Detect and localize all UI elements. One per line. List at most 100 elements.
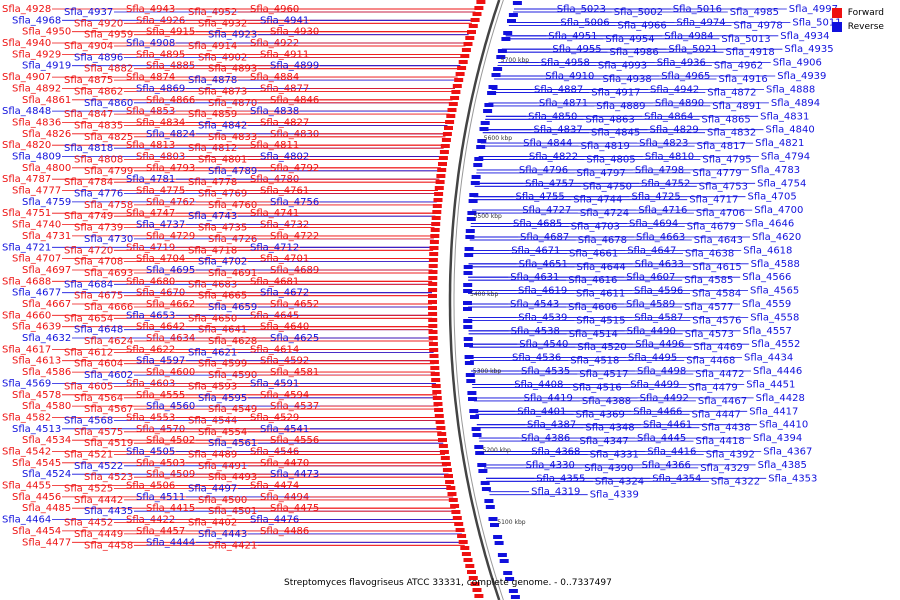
gene-label[interactable]: Sfla_4846 <box>270 95 319 106</box>
gene-label[interactable]: Sfla_4523 <box>84 472 133 483</box>
gene-label[interactable]: Sfla_4853 <box>126 106 175 117</box>
gene-label[interactable]: Sfla_4495 <box>628 353 677 364</box>
gene-label[interactable]: Sfla_4617 <box>2 344 51 355</box>
gene-label[interactable]: Sfla_4688 <box>2 276 51 287</box>
gene-label[interactable]: Sfla_4810 <box>645 152 694 163</box>
gene-label[interactable]: Sfla_4535 <box>521 366 570 377</box>
gene-label[interactable]: Sfla_4802 <box>260 152 309 163</box>
gene-label[interactable]: Sfla_4716 <box>638 205 687 216</box>
gene-label[interactable]: Sfla_4355 <box>536 473 585 484</box>
gene-label[interactable]: Sfla_4726 <box>208 234 257 245</box>
gene-label[interactable]: Sfla_4708 <box>74 257 123 268</box>
gene-label[interactable]: Sfla_4724 <box>580 208 629 219</box>
gene-label[interactable]: Sfla_4354 <box>652 473 701 484</box>
gene-label[interactable]: Sfla_4520 <box>577 342 626 353</box>
gene-label[interactable]: Sfla_4593 <box>188 381 237 392</box>
gene-label[interactable]: Sfla_4796 <box>519 165 568 176</box>
gene-label[interactable]: Sfla_4888 <box>766 85 815 96</box>
gene-label[interactable]: Sfla_5013 <box>721 34 770 45</box>
gene-label[interactable]: Sfla_4769 <box>198 189 247 200</box>
gene-label[interactable]: Sfla_4546 <box>250 447 299 458</box>
gene-label[interactable]: Sfla_4756 <box>270 197 319 208</box>
gene-label[interactable]: Sfla_4735 <box>198 223 247 234</box>
gene-label[interactable]: Sfla_4549 <box>208 404 257 415</box>
gene-label[interactable]: Sfla_4514 <box>569 329 618 340</box>
gene-label[interactable]: Sfla_4809 <box>12 152 61 163</box>
gene-label[interactable]: Sfla_4744 <box>573 195 622 206</box>
gene-label[interactable]: Sfla_4489 <box>188 450 237 461</box>
gene-label[interactable]: Sfla_4952 <box>188 7 237 18</box>
gene-label[interactable]: Sfla_4322 <box>711 476 760 487</box>
gene-label[interactable]: Sfla_4930 <box>270 27 319 38</box>
gene-label[interactable]: Sfla_4910 <box>545 71 594 82</box>
gene-label[interactable]: Sfla_4470 <box>260 458 309 469</box>
gene-label[interactable]: Sfla_4502 <box>146 435 195 446</box>
gene-label[interactable]: Sfla_4595 <box>198 393 247 404</box>
gene-label[interactable]: Sfla_4869 <box>136 83 185 94</box>
gene-label[interactable]: Sfla_4727 <box>522 205 571 216</box>
gene-label[interactable]: Sfla_4777 <box>12 186 61 197</box>
gene-label[interactable]: Sfla_4506 <box>126 481 175 492</box>
gene-label[interactable]: Sfla_4919 <box>22 61 71 72</box>
gene-label[interactable]: Sfla_4671 <box>511 245 560 256</box>
gene-label[interactable]: Sfla_4653 <box>126 310 175 321</box>
gene-label[interactable]: Sfla_4955 <box>552 44 601 55</box>
gene-label[interactable]: Sfla_4536 <box>512 353 561 364</box>
gene-label[interactable]: Sfla_4622 <box>126 344 175 355</box>
gene-label[interactable]: Sfla_4525 <box>64 484 113 495</box>
gene-label[interactable]: Sfla_4505 <box>126 447 175 458</box>
gene-label[interactable]: Sfla_4529 <box>250 413 299 424</box>
gene-label[interactable]: Sfla_4582 <box>2 413 51 424</box>
gene-label[interactable]: Sfla_4651 <box>519 259 568 270</box>
gene-label[interactable]: Sfla_4848 <box>2 106 51 117</box>
gene-label[interactable]: Sfla_4602 <box>84 370 133 381</box>
gene-label[interactable]: Sfla_4521 <box>64 450 113 461</box>
gene-label[interactable]: Sfla_4801 <box>198 155 247 166</box>
gene-label[interactable]: Sfla_4694 <box>629 219 678 230</box>
gene-label[interactable]: Sfla_4984 <box>664 31 713 42</box>
gene-label[interactable]: Sfla_4895 <box>136 49 185 60</box>
gene-label[interactable]: Sfla_4522 <box>74 461 123 472</box>
gene-label[interactable]: Sfla_4871 <box>539 98 588 109</box>
gene-label[interactable]: Sfla_4939 <box>777 71 826 82</box>
gene-label[interactable]: Sfla_4889 <box>596 101 645 112</box>
gene-label[interactable]: Sfla_4832 <box>707 128 756 139</box>
gene-label[interactable]: Sfla_4386 <box>521 433 570 444</box>
gene-label[interactable]: Sfla_4614 <box>250 344 299 355</box>
gene-label[interactable]: Sfla_4798 <box>635 165 684 176</box>
gene-label[interactable]: Sfla_4600 <box>146 367 195 378</box>
gene-label[interactable]: Sfla_4943 <box>126 4 175 15</box>
gene-label[interactable]: Sfla_4918 <box>726 47 775 58</box>
gene-label[interactable]: Sfla_4891 <box>712 101 761 112</box>
gene-label[interactable]: Sfla_4747 <box>126 208 175 219</box>
gene-label[interactable]: Sfla_4616 <box>568 275 617 286</box>
gene-label[interactable]: Sfla_4501 <box>208 506 257 517</box>
gene-label[interactable]: Sfla_4493 <box>208 472 257 483</box>
gene-label[interactable]: Sfla_4741 <box>250 208 299 219</box>
gene-label[interactable]: Sfla_4850 <box>528 111 577 122</box>
gene-label[interactable]: Sfla_4353 <box>768 473 817 484</box>
gene-label[interactable]: Sfla_4940 <box>2 38 51 49</box>
gene-label[interactable]: Sfla_4784 <box>64 177 113 188</box>
gene-label[interactable]: Sfla_4603 <box>126 378 175 389</box>
gene-label[interactable]: Sfla_4703 <box>571 222 620 233</box>
gene-label[interactable]: Sfla_4555 <box>136 390 185 401</box>
gene-label[interactable]: Sfla_4537 <box>270 401 319 412</box>
gene-label[interactable]: Sfla_4837 <box>534 125 583 136</box>
gene-label[interactable]: Sfla_4575 <box>74 427 123 438</box>
gene-label[interactable]: Sfla_4586 <box>22 367 71 378</box>
gene-label[interactable]: Sfla_4615 <box>693 262 742 273</box>
gene-label[interactable]: Sfla_4978 <box>734 20 783 31</box>
gene-label[interactable]: Sfla_4680 <box>126 276 175 287</box>
gene-label[interactable]: Sfla_4813 <box>126 140 175 151</box>
gene-label[interactable]: Sfla_4494 <box>260 492 309 503</box>
gene-label[interactable]: Sfla_4647 <box>627 245 676 256</box>
gene-label[interactable]: Sfla_4641 <box>198 325 247 336</box>
gene-label[interactable]: Sfla_4811 <box>250 140 299 151</box>
gene-label[interactable]: Sfla_4739 <box>74 223 123 234</box>
gene-label[interactable]: Sfla_4447 <box>692 409 741 420</box>
gene-label[interactable]: Sfla_4541 <box>260 424 309 435</box>
gene-label[interactable]: Sfla_4731 <box>22 231 71 242</box>
gene-label[interactable]: Sfla_4491 <box>198 461 247 472</box>
gene-label[interactable]: Sfla_4650 <box>188 313 237 324</box>
